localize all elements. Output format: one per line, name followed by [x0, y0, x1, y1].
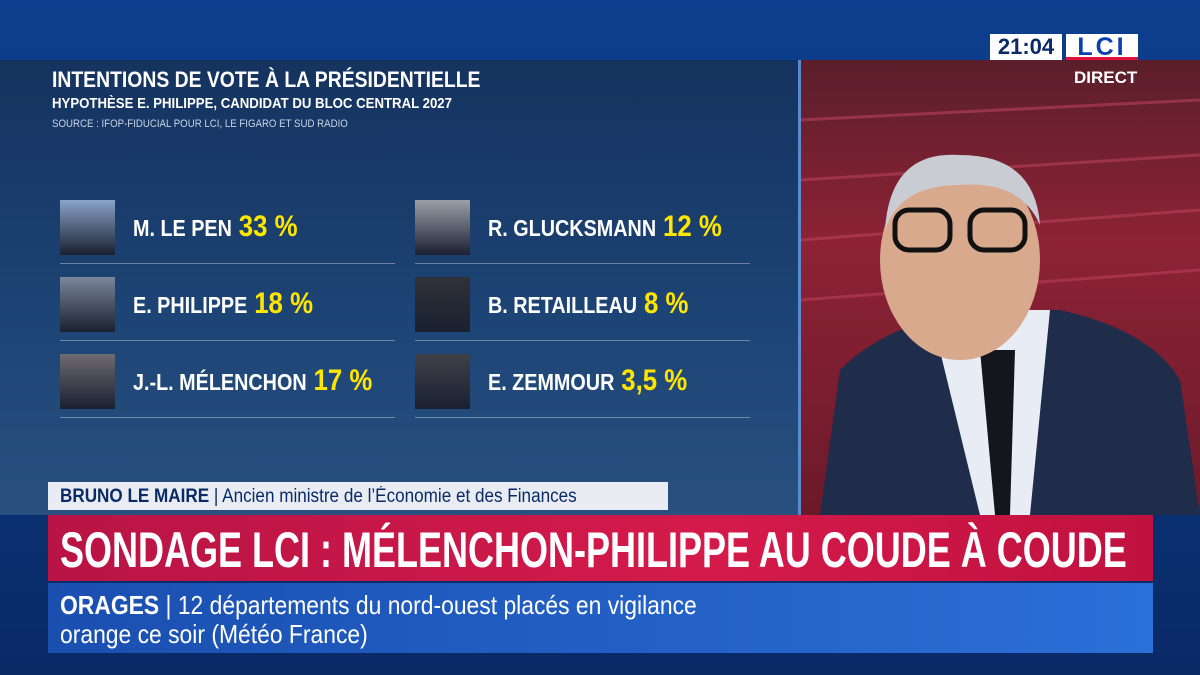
candidate-name: M. LE PEN	[133, 215, 232, 241]
poll-title-text: INTENTIONS DE VOTE À LA PRÉSIDENTIELLE	[52, 67, 481, 92]
poll-source: SOURCE : IFOP-FIDUCIAL POUR LCI, LE FIGA…	[52, 118, 388, 130]
ticker-text: orange ce soir (Météo France)	[60, 619, 368, 649]
headline: SONDAGE LCI : MÉLENCHON-PHILIPPE AU COUD…	[60, 521, 1200, 579]
clock: 21:04	[990, 34, 1062, 60]
candidate-name: E. PHILIPPE	[133, 292, 248, 318]
lower-third-text: BRUNO LE MAIRE | Ancien ministre de l’Éc…	[60, 486, 577, 507]
candidate-name: E. ZEMMOUR	[488, 369, 615, 395]
candidate-text: B. RETAILLEAU 8 %	[488, 287, 688, 321]
guest-role: Ancien ministre de l’Économie et des Fin…	[222, 486, 577, 507]
candidate-text: E. ZEMMOUR 3,5 %	[488, 364, 687, 398]
candidate-name: B. RETAILLEAU	[488, 292, 638, 318]
candidate-score: 8 %	[643, 287, 689, 320]
logo: LCI	[1066, 34, 1138, 60]
candidate-score: 33 %	[238, 210, 298, 243]
candidate-name: R. GLUCKSMANN	[488, 215, 657, 241]
candidate-score: 12 %	[663, 210, 722, 243]
candidate-text: R. GLUCKSMANN 12 %	[488, 210, 722, 244]
candidate-row: E. ZEMMOUR 3,5 %	[488, 364, 720, 398]
guest-figure	[800, 98, 1200, 515]
candidate-photo	[60, 354, 115, 409]
row-separator	[60, 417, 395, 418]
poll-subtitle-text: HYPOTHÈSE E. PHILIPPE, CANDIDAT DU BLOC …	[52, 95, 452, 112]
candidate-score: 17 %	[313, 364, 373, 397]
candidate-name: J.-L. MÉLENCHON	[133, 369, 307, 395]
candidate-row: E. PHILIPPE 18 %	[133, 287, 342, 321]
candidate-row: J.-L. MÉLENCHON 17 %	[133, 364, 411, 398]
row-separator	[415, 417, 750, 418]
row-separator	[415, 340, 750, 341]
guest-name: BRUNO LE MAIRE	[60, 486, 210, 507]
row-separator	[415, 263, 750, 264]
candidate-text: J.-L. MÉLENCHON 17 %	[133, 364, 372, 398]
row-separator	[60, 340, 395, 341]
headline-text: SONDAGE LCI : MÉLENCHON-PHILIPPE AU COUD…	[60, 522, 1127, 578]
headline-bar	[48, 515, 1153, 581]
candidate-row: M. LE PEN 33 %	[133, 210, 324, 244]
candidate-row: B. RETAILLEAU 8 %	[488, 287, 721, 321]
candidate-score: 18 %	[254, 287, 314, 320]
ticker-label: ORAGES	[60, 590, 160, 620]
poll-panel	[0, 60, 800, 515]
candidate-photo	[60, 277, 115, 332]
candidate-score: 3,5 %	[621, 364, 688, 397]
poll-source-text: SOURCE : IFOP-FIDUCIAL POUR LCI, LE FIGA…	[52, 118, 348, 130]
candidate-photo	[60, 200, 115, 255]
candidate-text: E. PHILIPPE 18 %	[133, 287, 313, 321]
row-separator	[60, 263, 395, 264]
live-label: DIRECT	[1074, 68, 1138, 87]
candidate-photo	[415, 200, 470, 255]
candidate-photo	[415, 277, 470, 332]
ticker: ORAGES | 12 départements du nord-ouest p…	[60, 590, 697, 649]
poll-title: INTENTIONS DE VOTE À LA PRÉSIDENTIELLE	[52, 67, 539, 93]
candidate-photo	[415, 354, 470, 409]
ticker-bar	[48, 583, 1153, 653]
panel-divider	[798, 60, 801, 515]
poll-subtitle: HYPOTHÈSE E. PHILIPPE, CANDIDAT DU BLOC …	[52, 95, 507, 112]
candidate-row: R. GLUCKSMANN 12 %	[488, 210, 760, 244]
ticker-text: 12 départements du nord-ouest placés en …	[177, 590, 697, 620]
candidate-text: M. LE PEN 33 %	[133, 210, 298, 244]
lower-third	[48, 482, 668, 510]
